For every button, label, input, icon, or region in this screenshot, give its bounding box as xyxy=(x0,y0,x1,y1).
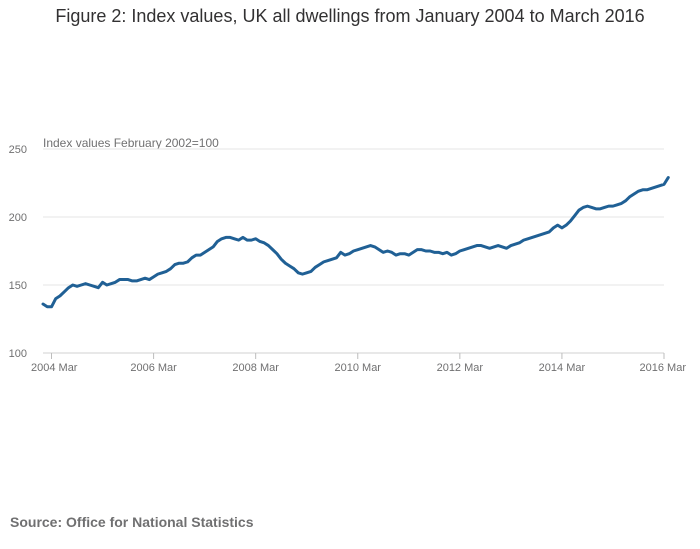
x-tick-label: 2012 Mar xyxy=(437,362,484,374)
y-tick-label: 100 xyxy=(9,348,27,360)
x-ticks: 2004 Mar 2006 Mar 2008 Mar 2010 Mar 2012 Mar… xyxy=(31,353,686,374)
x-tick-label: 2006 Mar xyxy=(130,362,177,374)
series-group xyxy=(41,176,670,309)
y-tick-label: 150 xyxy=(9,280,27,292)
y-tick-label: 250 xyxy=(9,144,27,156)
gridlines xyxy=(43,148,664,354)
x-tick-label: 2016 Mar xyxy=(640,362,687,374)
chart-title: Figure 2: Index values, UK all dwellings… xyxy=(55,6,645,26)
x-tick-label: 2010 Mar xyxy=(335,362,382,374)
x-tick-label: 2008 Mar xyxy=(232,362,279,374)
y-tick-labels: 100 150 200 250 xyxy=(9,144,27,360)
series-line-0 xyxy=(41,176,670,309)
y-tick-label: 200 xyxy=(9,212,27,224)
x-tick-label: 2004 Mar xyxy=(31,362,78,374)
x-tick-label: 2014 Mar xyxy=(539,362,586,374)
y-axis-label: Index values February 2002=100 xyxy=(43,136,219,150)
source-note: Source: Office for National Statistics xyxy=(10,514,254,530)
